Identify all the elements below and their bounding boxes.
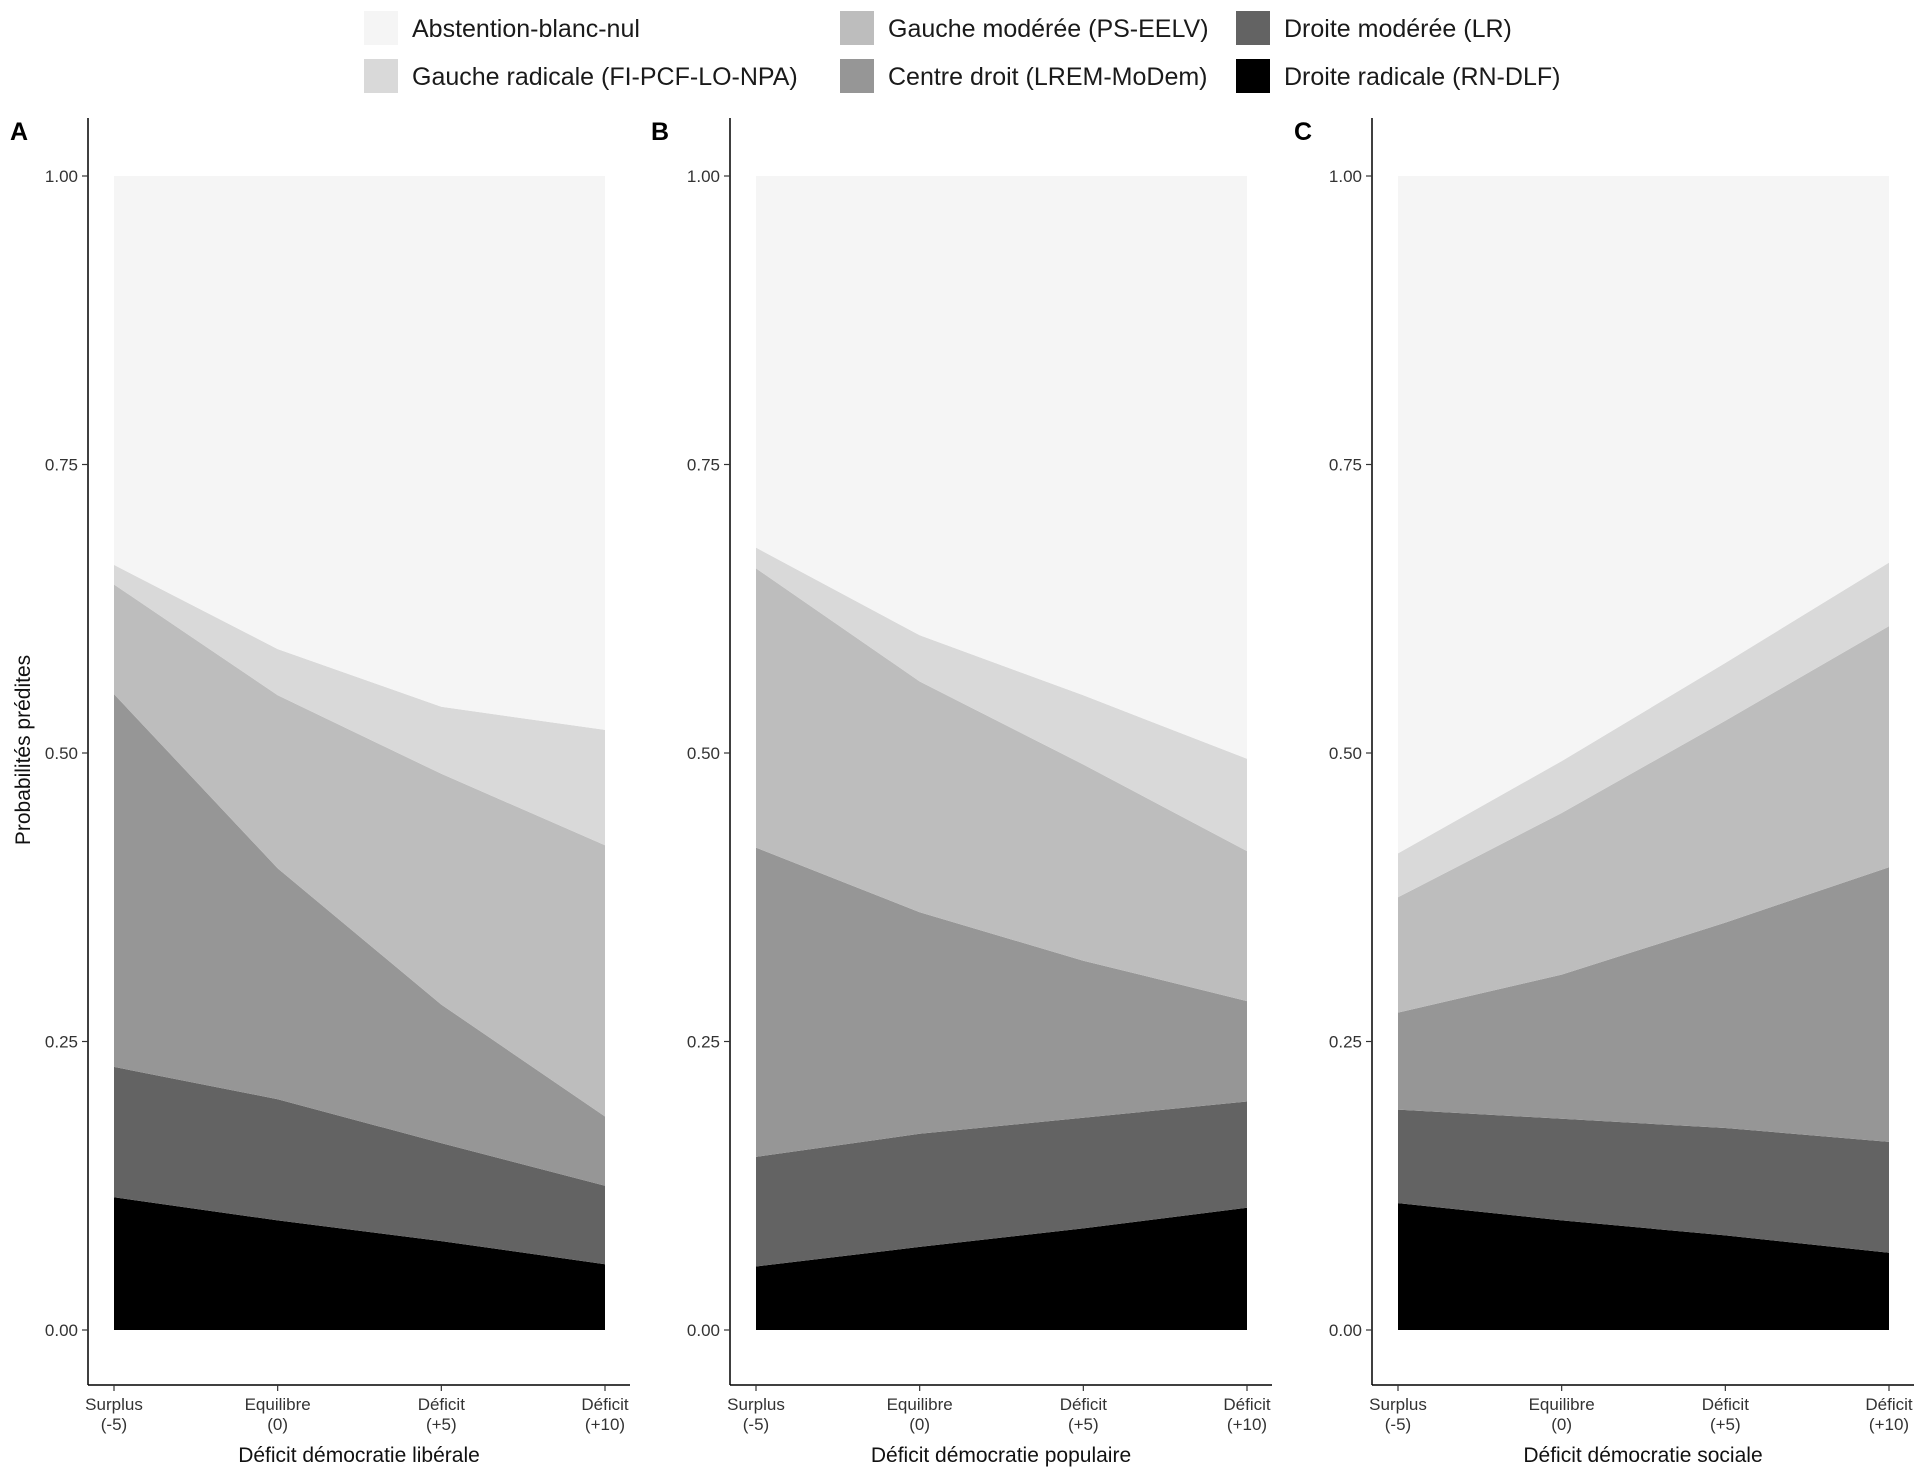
legend-item-droite-radicale-rn-dlf: Droite radicale (RN-DLF) — [1236, 59, 1560, 93]
area-gauche-radicale-fi-pcf-lo-npa — [114, 564, 605, 846]
area-centre-droit-lrem-modem — [756, 847, 1247, 1157]
legend-item-abstention-blanc-nul: Abstention-blanc-nul — [364, 11, 640, 45]
chart-panels: 0.00 0.25 0.50 0.75 1.00 Surplus (-5) Equilibre… — [10, 118, 1914, 1467]
area-abstention-blanc-nul — [756, 176, 1247, 759]
x-tick-label: Equilibre (0) — [887, 1395, 953, 1434]
y-tick-label: 0.00 — [45, 1321, 78, 1340]
legend-swatch — [840, 11, 874, 45]
x-tick-label: Déficit (+5) — [1702, 1395, 1750, 1434]
y-tick-label: 0.75 — [1329, 456, 1362, 475]
legend-swatch — [1236, 11, 1270, 45]
area-droite-moderee-lr — [756, 1101, 1247, 1267]
area-abstention-blanc-nul — [114, 176, 605, 730]
y-tick-label: 0.50 — [1329, 744, 1362, 763]
legend: Abstention-blanc-nul Gauche radicale (FI-… — [364, 11, 1560, 93]
x-tick-label: Déficit (+10) — [1865, 1395, 1913, 1434]
x-tick-label: Equilibre (0) — [1529, 1395, 1595, 1434]
x-axis-title: Déficit démocratie sociale — [1523, 1444, 1762, 1467]
x-tick-label: Déficit (+5) — [1060, 1395, 1108, 1434]
legend-label: Droite modérée (LR) — [1284, 15, 1512, 43]
area-centre-droit-lrem-modem — [114, 694, 605, 1186]
legend-item-gauche-moderee-ps-eelv: Gauche modérée (PS-EELV) — [840, 11, 1209, 45]
legend-label: Droite radicale (RN-DLF) — [1284, 63, 1560, 91]
area-droite-moderee-lr — [114, 1066, 605, 1265]
panel-b: 0.00 0.25 0.50 0.75 1.00 Surplus (-5) Equilibre… — [651, 118, 1272, 1467]
panel-tag: C — [1294, 118, 1312, 146]
area-gauche-moderee-ps-eelv — [114, 584, 605, 1117]
x-tick-label: Surplus (-5) — [85, 1395, 143, 1434]
legend-swatch — [364, 11, 398, 45]
x-tick-label: Déficit (+5) — [418, 1395, 466, 1434]
x-axis-title: Déficit démocratie libérale — [238, 1444, 480, 1467]
legend-label: Abstention-blanc-nul — [412, 15, 640, 43]
legend-label: Gauche radicale (FI-PCF-LO-NPA) — [412, 63, 798, 91]
area-gauche-moderee-ps-eelv — [756, 568, 1247, 1002]
x-tick-label: Déficit (+10) — [1223, 1395, 1271, 1434]
x-tick-label: Equilibre (0) — [245, 1395, 311, 1434]
y-tick-label: 0.00 — [687, 1321, 720, 1340]
y-tick-label: 0.50 — [687, 744, 720, 763]
y-tick-label: 0.75 — [687, 456, 720, 475]
panel-a: 0.00 0.25 0.50 0.75 1.00 Surplus (-5) Equilibre… — [10, 118, 630, 1467]
y-tick-label: 0.25 — [687, 1033, 720, 1052]
y-tick-label: 0.25 — [45, 1033, 78, 1052]
y-tick-label: 1.00 — [687, 167, 720, 186]
area-gauche-radicale-fi-pcf-lo-npa — [1398, 562, 1889, 898]
legend-item-droite-moderee-lr: Droite modérée (LR) — [1236, 11, 1512, 45]
panel-tag: B — [651, 118, 669, 146]
area-droite-moderee-lr — [1398, 1109, 1889, 1253]
legend-swatch — [840, 59, 874, 93]
y-tick-label: 0.00 — [1329, 1321, 1362, 1340]
area-gauche-radicale-fi-pcf-lo-npa — [756, 547, 1247, 852]
area-centre-droit-lrem-modem — [1398, 867, 1889, 1142]
x-tick-label: Surplus (-5) — [727, 1395, 785, 1434]
legend-swatch — [1236, 59, 1270, 93]
y-tick-label: 1.00 — [1329, 167, 1362, 186]
area-droite-radicale-rn-dlf — [756, 1207, 1247, 1330]
x-tick-label: Surplus (-5) — [1369, 1395, 1427, 1434]
y-axis-title: Probabilités prédites — [12, 655, 35, 845]
legend-item-centre-droit-lrem-modem: Centre droit (LREM-MoDem) — [840, 59, 1208, 93]
y-tick-label: 0.50 — [45, 744, 78, 763]
y-tick-label: 1.00 — [45, 167, 78, 186]
panel-tag: A — [10, 118, 28, 146]
area-droite-radicale-rn-dlf — [114, 1197, 605, 1330]
y-tick-label: 0.25 — [1329, 1033, 1362, 1052]
legend-label: Centre droit (LREM-MoDem) — [888, 63, 1208, 91]
area-abstention-blanc-nul — [1398, 176, 1889, 854]
x-tick-label: Déficit (+10) — [581, 1395, 629, 1434]
legend-swatch — [364, 59, 398, 93]
panel-c: 0.00 0.25 0.50 0.75 1.00 Surplus (-5) Equilibre… — [1294, 118, 1914, 1467]
legend-label: Gauche modérée (PS-EELV) — [888, 15, 1209, 43]
y-tick-label: 0.75 — [45, 456, 78, 475]
x-axis-title: Déficit démocratie populaire — [871, 1444, 1131, 1467]
area-droite-radicale-rn-dlf — [1398, 1203, 1889, 1330]
area-gauche-moderee-ps-eelv — [1398, 626, 1889, 1013]
legend-item-gauche-radicale-fi-pcf-lo-npa: Gauche radicale (FI-PCF-LO-NPA) — [364, 59, 798, 93]
